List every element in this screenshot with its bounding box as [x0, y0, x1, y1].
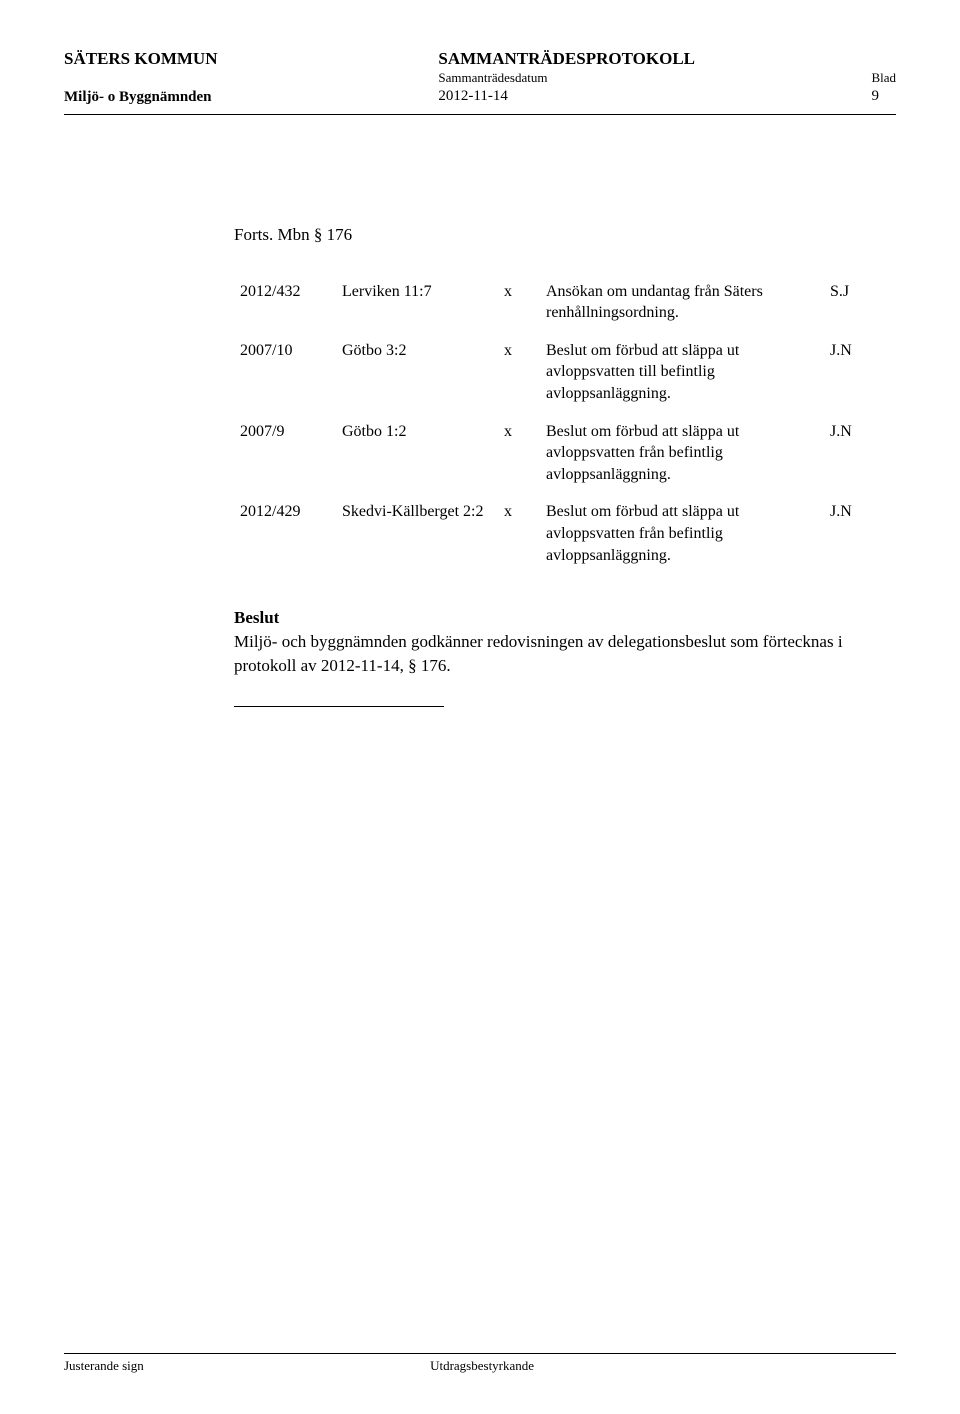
org-name: SÄTERS KOMMUN	[64, 48, 438, 70]
page-number: 9	[871, 87, 896, 107]
table-row: 2012/432 Lerviken 11:7 x Ansökan om unda…	[234, 273, 876, 332]
row-x: x	[498, 332, 540, 413]
footer-rule	[64, 1353, 896, 1354]
main-content: Forts. Mbn § 176 2012/432 Lerviken 11:7 …	[234, 225, 876, 707]
continuation-title: Forts. Mbn § 176	[234, 225, 876, 245]
row-code: S.J	[824, 273, 876, 332]
row-x: x	[498, 413, 540, 494]
row-desc: Beslut om förbud att släppa ut avloppsva…	[540, 332, 824, 413]
dept-name: Miljö- o Byggnämnden	[64, 88, 438, 108]
row-desc: Beslut om förbud att släppa ut avloppsva…	[540, 413, 824, 494]
row-loc: Skedvi-Källberget 2:2	[336, 493, 498, 574]
row-x: x	[498, 493, 540, 574]
decision-body: Miljö- och byggnämnden godkänner redovis…	[234, 630, 876, 678]
row-loc: Götbo 3:2	[336, 332, 498, 413]
row-code: J.N	[824, 413, 876, 494]
table-row: 2007/9 Götbo 1:2 x Beslut om förbud att …	[234, 413, 876, 494]
row-id: 2012/429	[234, 493, 336, 574]
meeting-date: 2012-11-14	[438, 87, 695, 107]
footer-left: Justerande sign	[64, 1358, 430, 1374]
short-rule	[234, 706, 444, 707]
decision-block: Beslut Miljö- och byggnämnden godkänner …	[234, 606, 876, 677]
delegation-table: 2012/432 Lerviken 11:7 x Ansökan om unda…	[234, 273, 876, 575]
row-desc: Ansökan om undantag från Säters renhålln…	[540, 273, 824, 332]
header-right: SAMMANTRÄDESPROTOKOLL Sammanträdesdatum …	[438, 48, 896, 106]
header-right-main: SAMMANTRÄDESPROTOKOLL Sammanträdesdatum …	[438, 48, 695, 106]
footer-right: Utdragsbestyrkande	[430, 1358, 896, 1374]
page-footer: Justerande sign Utdragsbestyrkande	[64, 1353, 896, 1374]
table-row: 2012/429 Skedvi-Källberget 2:2 x Beslut …	[234, 493, 876, 574]
table-row: 2007/10 Götbo 3:2 x Beslut om förbud att…	[234, 332, 876, 413]
row-desc: Beslut om förbud att släppa ut avloppsva…	[540, 493, 824, 574]
footer-row: Justerande sign Utdragsbestyrkande	[64, 1358, 896, 1374]
row-x: x	[498, 273, 540, 332]
row-loc: Lerviken 11:7	[336, 273, 498, 332]
header-left: SÄTERS KOMMUN Miljö- o Byggnämnden	[64, 48, 438, 108]
header-rule	[64, 114, 896, 115]
protocol-title: SAMMANTRÄDESPROTOKOLL	[438, 48, 695, 70]
header-right-page: Blad 9	[871, 48, 896, 106]
row-code: J.N	[824, 493, 876, 574]
row-id: 2012/432	[234, 273, 336, 332]
page-header: SÄTERS KOMMUN Miljö- o Byggnämnden SAMMA…	[64, 48, 896, 108]
date-label: Sammanträdesdatum	[438, 70, 695, 87]
row-id: 2007/10	[234, 332, 336, 413]
page-label: Blad	[871, 70, 896, 87]
row-id: 2007/9	[234, 413, 336, 494]
row-loc: Götbo 1:2	[336, 413, 498, 494]
decision-heading: Beslut	[234, 606, 876, 630]
row-code: J.N	[824, 332, 876, 413]
